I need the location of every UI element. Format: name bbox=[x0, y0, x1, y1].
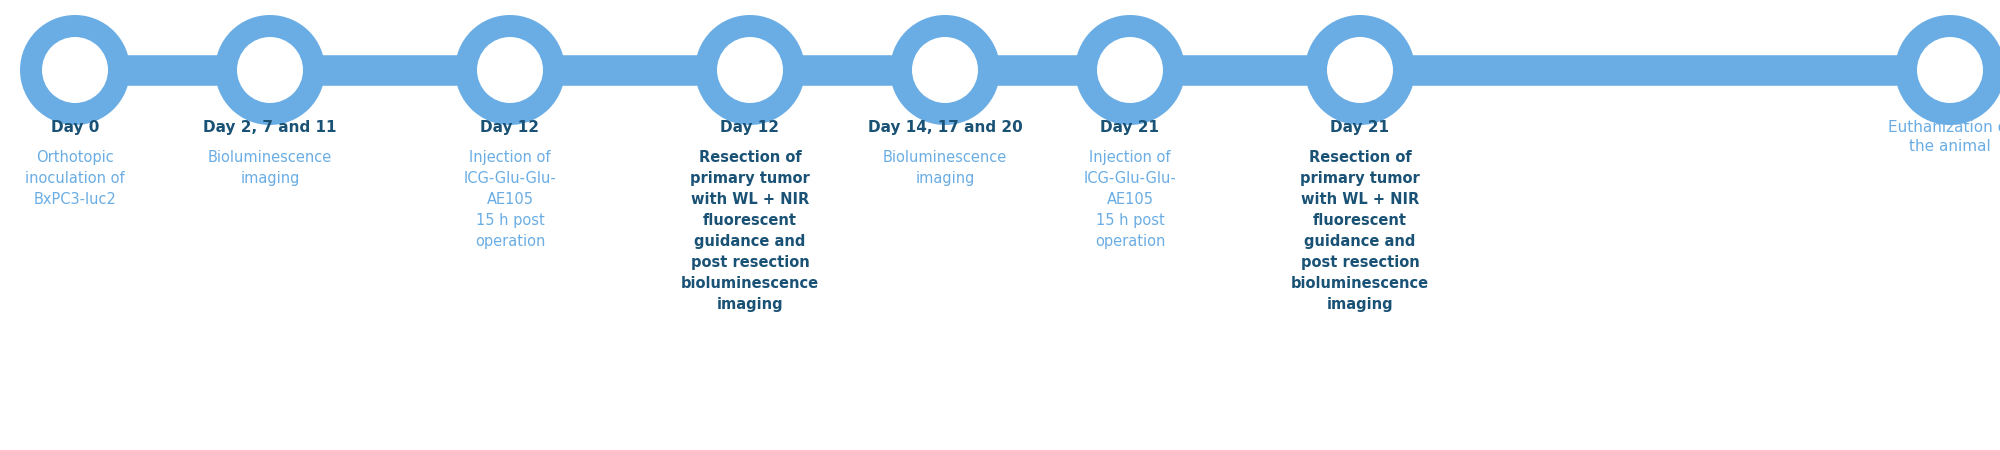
Text: Resection of
primary tumor
with WL + NIR
fluorescent
guidance and
post resection: Resection of primary tumor with WL + NIR… bbox=[1290, 150, 1430, 312]
Text: Bioluminescence
imaging: Bioluminescence imaging bbox=[882, 150, 1008, 186]
Ellipse shape bbox=[42, 37, 108, 103]
Ellipse shape bbox=[716, 37, 784, 103]
Ellipse shape bbox=[890, 15, 1000, 125]
Ellipse shape bbox=[1076, 15, 1184, 125]
Text: Day 2, 7 and 11: Day 2, 7 and 11 bbox=[204, 120, 336, 135]
Text: Bioluminescence
imaging: Bioluminescence imaging bbox=[208, 150, 332, 186]
Ellipse shape bbox=[696, 15, 804, 125]
Text: Day 14, 17 and 20: Day 14, 17 and 20 bbox=[868, 120, 1022, 135]
Text: Injection of
ICG-Glu-Glu-
AE105
15 h post
operation: Injection of ICG-Glu-Glu- AE105 15 h pos… bbox=[464, 150, 556, 249]
Text: Day 21: Day 21 bbox=[1100, 120, 1160, 135]
Ellipse shape bbox=[1328, 37, 1392, 103]
Ellipse shape bbox=[478, 37, 544, 103]
Text: Euthanization of
the animal: Euthanization of the animal bbox=[1888, 120, 2000, 153]
Text: Day 21: Day 21 bbox=[1330, 120, 1390, 135]
Text: Day 12: Day 12 bbox=[480, 120, 540, 135]
Ellipse shape bbox=[1916, 37, 1984, 103]
Text: Orthotopic
inoculation of
BxPC3-luc2: Orthotopic inoculation of BxPC3-luc2 bbox=[26, 150, 124, 207]
Text: Injection of
ICG-Glu-Glu-
AE105
15 h post
operation: Injection of ICG-Glu-Glu- AE105 15 h pos… bbox=[1084, 150, 1176, 249]
Ellipse shape bbox=[1096, 37, 1164, 103]
Ellipse shape bbox=[912, 37, 978, 103]
Text: Day 0: Day 0 bbox=[50, 120, 100, 135]
Ellipse shape bbox=[20, 15, 130, 125]
Ellipse shape bbox=[238, 37, 304, 103]
Ellipse shape bbox=[1304, 15, 1416, 125]
Text: Resection of
primary tumor
with WL + NIR
fluorescent
guidance and
post resection: Resection of primary tumor with WL + NIR… bbox=[680, 150, 820, 312]
Ellipse shape bbox=[456, 15, 566, 125]
Ellipse shape bbox=[216, 15, 324, 125]
Text: Day 12: Day 12 bbox=[720, 120, 780, 135]
Ellipse shape bbox=[1896, 15, 2000, 125]
